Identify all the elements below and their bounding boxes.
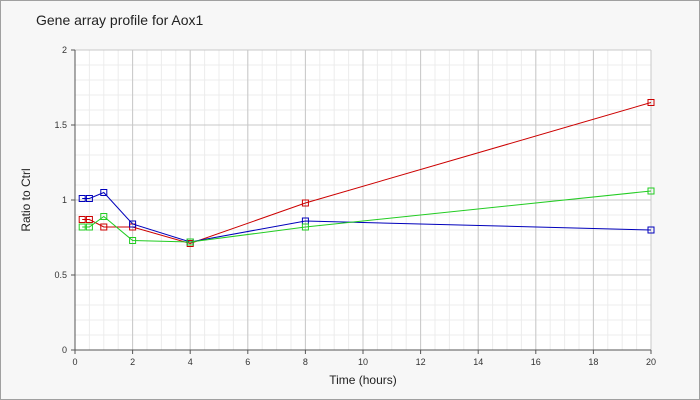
series-line [82,190,652,243]
x-tick-label: 18 [588,357,598,367]
data-point [647,99,655,106]
data-point [129,220,137,228]
series-line [82,191,652,243]
data-point [78,195,86,202]
x-tick-label: 0 [72,357,77,367]
x-tick-label: 16 [531,357,541,367]
data-point [301,223,309,231]
data-point [85,195,93,202]
y-tick-label: 0 [62,345,67,355]
x-tick-label: 2 [130,357,135,367]
data-point [647,187,655,195]
x-tick-label: 20 [646,357,656,367]
y-tick-label: 0.5 [54,270,67,280]
data-point [78,216,86,223]
data-point [647,226,655,234]
data-point [129,237,137,244]
y-ticks: 0 0.5 1 1.5 2 [54,45,75,355]
x-ticks: 0 2 4 6 8 10 12 14 16 18 20 [72,350,656,367]
data-point [186,238,194,246]
data-point [85,223,93,231]
chart-title: Gene array profile for Aox1 [36,12,204,28]
x-tick-label: 12 [416,357,426,367]
data-point [100,213,108,220]
x-tick-label: 4 [188,357,193,367]
data-point [301,199,309,207]
series-layer [78,99,655,247]
x-tick-label: 10 [358,357,368,367]
x-tick-label: 6 [245,357,250,367]
data-point [100,189,108,196]
y-tick-label: 2 [62,45,67,55]
x-axis-label: Time (hours) [329,373,397,387]
series-3 [78,187,655,246]
x-tick-label: 8 [303,357,308,367]
y-tick-label: 1 [62,195,67,205]
y-tick-label: 1.5 [54,120,67,130]
data-point [85,216,93,223]
data-point [100,223,108,231]
data-point [78,223,86,231]
x-tick-label: 14 [473,357,483,367]
